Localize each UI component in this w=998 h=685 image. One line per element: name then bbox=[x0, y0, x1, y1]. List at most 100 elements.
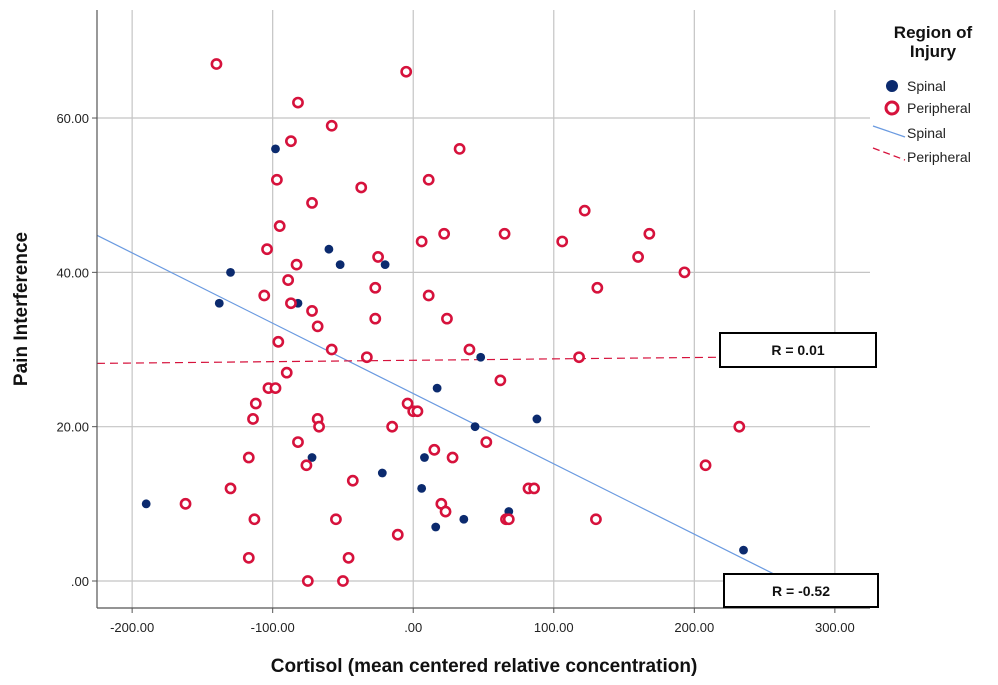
point-spinal bbox=[739, 545, 748, 555]
point-peripheral bbox=[270, 173, 283, 186]
point-peripheral bbox=[386, 420, 399, 433]
point-peripheral bbox=[446, 451, 459, 464]
point-peripheral bbox=[325, 119, 338, 132]
legend-peripheral-label: Peripheral bbox=[907, 100, 971, 116]
point-peripheral bbox=[590, 513, 602, 526]
point-spinal bbox=[377, 468, 387, 478]
point-peripheral bbox=[453, 142, 466, 155]
point-peripheral bbox=[678, 266, 691, 279]
point-spinal bbox=[226, 267, 235, 277]
point-peripheral bbox=[249, 397, 262, 410]
point-peripheral bbox=[632, 251, 644, 263]
point-spinal bbox=[324, 244, 334, 254]
point-peripheral bbox=[210, 58, 223, 70]
y-tick-label: 20.00 bbox=[56, 420, 89, 435]
point-peripheral bbox=[282, 274, 295, 286]
point-peripheral bbox=[369, 312, 382, 325]
y-tick-label: .00 bbox=[71, 574, 89, 589]
x-tick-label: 200.00 bbox=[674, 620, 714, 635]
point-peripheral bbox=[422, 173, 435, 186]
legend-peripheral-fit-line bbox=[872, 147, 906, 161]
point-peripheral bbox=[242, 551, 255, 564]
point-peripheral bbox=[411, 405, 424, 418]
fit-lines bbox=[96, 234, 779, 577]
point-peripheral bbox=[258, 289, 271, 302]
point-peripheral bbox=[325, 343, 338, 356]
point-peripheral bbox=[422, 289, 435, 302]
x-tick-label: -200.00 bbox=[110, 620, 154, 635]
point-peripheral bbox=[463, 343, 476, 356]
point-peripheral bbox=[290, 258, 303, 271]
point-spinal bbox=[307, 453, 317, 462]
point-peripheral bbox=[415, 235, 428, 248]
point-peripheral bbox=[285, 135, 297, 148]
point-peripheral bbox=[306, 197, 318, 209]
point-spinal bbox=[335, 260, 345, 270]
point-peripheral bbox=[330, 513, 342, 526]
point-peripheral bbox=[591, 281, 604, 294]
fit-line-peripheral bbox=[96, 356, 723, 364]
grid bbox=[97, 10, 870, 608]
legend-spinal-fit-label: Spinal bbox=[907, 125, 946, 141]
point-peripheral bbox=[360, 351, 373, 364]
point-peripheral bbox=[494, 374, 507, 387]
point-peripheral bbox=[439, 505, 452, 518]
point-peripheral bbox=[372, 251, 384, 263]
point-peripheral bbox=[269, 382, 282, 394]
r-annotation-peripheral: R = 0.01 bbox=[719, 332, 877, 368]
tick-labels: -200.00 -100.00 .00 100.00 200.00 300.00 .00 20… bbox=[56, 111, 854, 635]
point-peripheral bbox=[272, 335, 285, 348]
point-peripheral bbox=[285, 297, 297, 310]
x-axis-title: Cortisol (mean centered relative concent… bbox=[271, 656, 698, 677]
point-peripheral bbox=[292, 96, 304, 109]
data-points bbox=[141, 58, 748, 587]
legend: Region of Injury Spinal Peripheral Spina… bbox=[872, 23, 973, 165]
point-peripheral bbox=[242, 451, 255, 464]
legend-peripheral-marker bbox=[884, 100, 900, 116]
point-spinal bbox=[420, 453, 429, 462]
point-peripheral bbox=[292, 436, 304, 449]
point-peripheral bbox=[342, 551, 355, 564]
point-peripheral bbox=[355, 181, 368, 194]
x-tick-label: 300.00 bbox=[815, 620, 855, 635]
point-peripheral bbox=[369, 281, 382, 294]
point-spinal bbox=[380, 260, 390, 270]
legend-title-line-1: Region of bbox=[894, 23, 973, 42]
point-peripheral bbox=[480, 436, 493, 449]
point-peripheral bbox=[502, 513, 515, 526]
point-peripheral bbox=[346, 474, 359, 487]
point-spinal bbox=[417, 484, 427, 493]
r-label-peripheral: R = 0.01 bbox=[771, 342, 825, 358]
point-peripheral bbox=[337, 575, 349, 587]
point-peripheral bbox=[300, 459, 313, 472]
point-peripheral bbox=[306, 305, 318, 317]
x-tick-label: 100.00 bbox=[534, 620, 574, 635]
point-peripheral bbox=[261, 243, 273, 256]
point-peripheral bbox=[248, 513, 261, 526]
point-peripheral bbox=[528, 482, 540, 495]
point-spinal bbox=[432, 383, 442, 393]
point-peripheral bbox=[224, 482, 237, 495]
legend-spinal-fit-line bbox=[872, 125, 906, 138]
point-peripheral bbox=[311, 320, 324, 333]
point-spinal bbox=[214, 298, 224, 308]
point-spinal bbox=[271, 144, 280, 154]
point-peripheral bbox=[179, 497, 192, 510]
point-peripheral bbox=[441, 312, 453, 325]
r-box-peripheral bbox=[719, 332, 877, 368]
point-peripheral bbox=[400, 65, 413, 78]
point-peripheral bbox=[556, 235, 569, 248]
point-peripheral bbox=[573, 351, 585, 364]
fit-line-spinal bbox=[96, 234, 779, 577]
r-label-spinal: R = -0.52 bbox=[772, 583, 830, 599]
point-spinal bbox=[141, 499, 151, 509]
point-peripheral bbox=[401, 397, 414, 410]
point-peripheral bbox=[428, 443, 441, 456]
x-tick-label: .00 bbox=[404, 620, 422, 635]
point-spinal bbox=[459, 514, 469, 524]
legend-peripheral-fit-label: Peripheral bbox=[907, 149, 971, 165]
point-spinal bbox=[470, 422, 480, 432]
legend-spinal-marker bbox=[886, 80, 898, 92]
point-peripheral bbox=[733, 420, 746, 433]
